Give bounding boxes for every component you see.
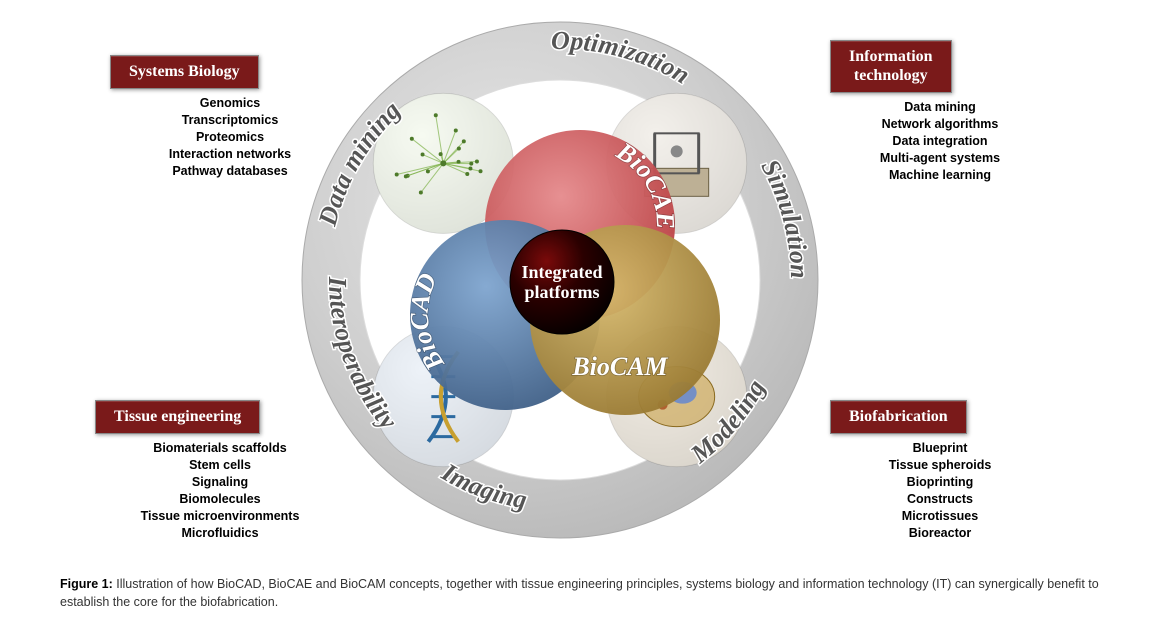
diagram-svg: IntegratedplatformsBioCAEBioCADBioCAMIma… xyxy=(270,0,850,560)
corner-information-technology: Information technology Data mining Netwo… xyxy=(830,40,1050,184)
corner-title: Biofabrication xyxy=(830,400,967,434)
central-diagram: IntegratedplatformsBioCAEBioCADBioCAMIma… xyxy=(270,0,850,560)
list-item: Data mining xyxy=(830,99,1050,116)
corner-list: Data mining Network algorithms Data inte… xyxy=(830,99,1050,183)
list-item: Blueprint xyxy=(830,440,1050,457)
figure-caption: Figure 1: Illustration of how BioCAD, Bi… xyxy=(60,575,1099,611)
corner-title: Systems Biology xyxy=(110,55,259,89)
list-item: Constructs xyxy=(830,491,1050,508)
list-item: Microtissues xyxy=(830,508,1050,525)
list-item: Network algorithms xyxy=(830,116,1050,133)
figure-stage: Systems Biology Genomics Transcriptomics… xyxy=(0,0,1159,639)
venn-label: BioCAM xyxy=(571,352,668,381)
caption-lead: Figure 1: xyxy=(60,577,113,591)
list-item: Machine learning xyxy=(830,167,1050,184)
list-item: Tissue spheroids xyxy=(830,457,1050,474)
list-item: Multi-agent systems xyxy=(830,150,1050,167)
hub-label: Integrated xyxy=(522,262,603,282)
list-item: Bioreactor xyxy=(830,525,1050,542)
list-item: Bioprinting xyxy=(830,474,1050,491)
list-item: Data integration xyxy=(830,133,1050,150)
hub-label: platforms xyxy=(525,282,600,302)
corner-list: Blueprint Tissue spheroids Bioprinting C… xyxy=(830,440,1050,541)
corner-title: Tissue engineering xyxy=(95,400,260,434)
corner-biofabrication: Biofabrication Blueprint Tissue spheroid… xyxy=(830,400,1050,541)
caption-text: Illustration of how BioCAD, BioCAE and B… xyxy=(60,577,1099,609)
